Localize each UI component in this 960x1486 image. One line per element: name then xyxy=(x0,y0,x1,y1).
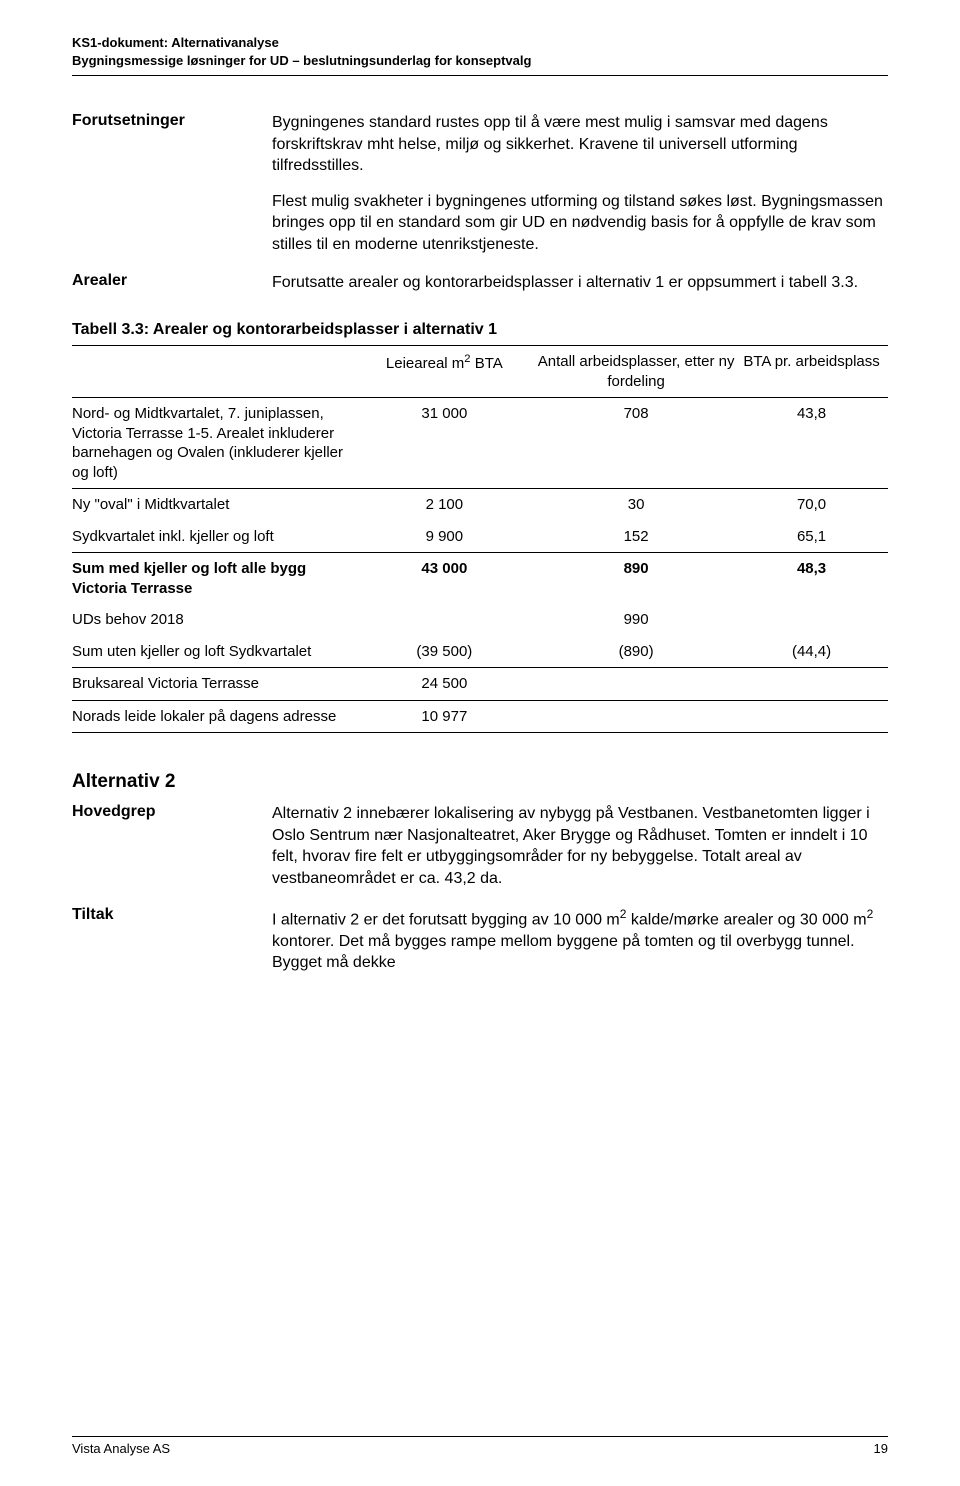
r2-v3: 70,0 xyxy=(741,489,888,521)
hovedgrep-term: Hovedgrep xyxy=(72,803,272,889)
r1-v3: 43,8 xyxy=(741,398,888,489)
forutsetninger-p2: Flest mulig svakheter i bygningenes utfo… xyxy=(272,191,888,256)
header-line-2: Bygningsmessige løsninger for UD – beslu… xyxy=(72,52,888,70)
header-line-1: KS1-dokument: Alternativanalyse xyxy=(72,34,888,52)
r6-label: Sum uten kjeller og loft Sydkvartalet xyxy=(72,636,358,668)
table-row: Bruksareal Victoria Terrasse 24 500 xyxy=(72,668,888,701)
tiltak-post: kontorer. Det må bygges rampe mellom byg… xyxy=(272,933,855,972)
r3-label: Sydkvartalet inkl. kjeller og loft xyxy=(72,521,358,553)
r8-v2 xyxy=(537,700,741,733)
r7-v1: 24 500 xyxy=(358,668,538,701)
header-col0 xyxy=(72,346,358,398)
r2-v2: 30 xyxy=(537,489,741,521)
header-col3: BTA pr. arbeidsplass xyxy=(741,346,888,398)
r6-v1: (39 500) xyxy=(358,636,538,668)
r5-label: UDs behov 2018 xyxy=(72,604,358,636)
arealer-term: Arealer xyxy=(72,272,272,294)
r4-v3: 48,3 xyxy=(741,553,888,605)
tiltak-pre: I alternativ 2 er det forutsatt bygging … xyxy=(272,911,620,928)
page-footer: Vista Analyse AS 19 xyxy=(72,1436,888,1456)
table-header-row: Leieareal m2 BTA Antall arbeidsplasser, … xyxy=(72,346,888,398)
tiltak-p: I alternativ 2 er det forutsatt bygging … xyxy=(272,906,888,974)
forutsetninger-body: Bygningenes standard rustes opp til å væ… xyxy=(272,112,888,256)
hovedgrep-body: Alternativ 2 innebærer lokalisering av n… xyxy=(272,803,888,889)
tiltak-block: Tiltak I alternativ 2 er det forutsatt b… xyxy=(72,906,888,974)
r4-label: Sum med kjeller og loft alle bygg Victor… xyxy=(72,553,358,605)
table-row: Nord- og Midtkvartalet, 7. juniplassen, … xyxy=(72,398,888,489)
r2-label: Ny "oval" i Midtkvartalet xyxy=(72,489,358,521)
r4-v2: 890 xyxy=(537,553,741,605)
footer-left: Vista Analyse AS xyxy=(72,1441,170,1456)
r7-label: Bruksareal Victoria Terrasse xyxy=(72,668,358,701)
table-caption: Tabell 3.3: Arealer og kontorarbeidsplas… xyxy=(72,321,888,339)
r1-v2: 708 xyxy=(537,398,741,489)
alternativ-2-title: Alternativ 2 xyxy=(72,771,888,793)
tiltak-mid: kalde/mørke arealer og 30 000 m xyxy=(626,911,866,928)
forutsetninger-block: Forutsetninger Bygningenes standard rust… xyxy=(72,112,888,256)
r8-v1: 10 977 xyxy=(358,700,538,733)
r3-v3: 65,1 xyxy=(741,521,888,553)
table-row: Sydkvartalet inkl. kjeller og loft 9 900… xyxy=(72,521,888,553)
r8-label: Norads leide lokaler på dagens adresse xyxy=(72,700,358,733)
h-c1-post: BTA xyxy=(471,355,503,372)
footer-right: 19 xyxy=(874,1441,888,1456)
r5-v1 xyxy=(358,604,538,636)
header-col1: Leieareal m2 BTA xyxy=(358,346,538,398)
r3-v2: 152 xyxy=(537,521,741,553)
forutsetninger-p1: Bygningenes standard rustes opp til å væ… xyxy=(272,112,888,177)
h-c1-pre: Leieareal m xyxy=(386,355,464,372)
r6-v3: (44,4) xyxy=(741,636,888,668)
r2-v1: 2 100 xyxy=(358,489,538,521)
tiltak-term: Tiltak xyxy=(72,906,272,974)
hovedgrep-p: Alternativ 2 innebærer lokalisering av n… xyxy=(272,803,888,889)
hovedgrep-block: Hovedgrep Alternativ 2 innebærer lokalis… xyxy=(72,803,888,889)
forutsetninger-term: Forutsetninger xyxy=(72,112,272,256)
r5-v3 xyxy=(741,604,888,636)
page: KS1-dokument: Alternativanalyse Bygnings… xyxy=(0,0,960,1486)
areal-table: Leieareal m2 BTA Antall arbeidsplasser, … xyxy=(72,345,888,733)
table-row: Sum uten kjeller og loft Sydkvartalet (3… xyxy=(72,636,888,668)
r4-v1: 43 000 xyxy=(358,553,538,605)
table-row: Sum med kjeller og loft alle bygg Victor… xyxy=(72,553,888,605)
r1-v1: 31 000 xyxy=(358,398,538,489)
table-row: UDs behov 2018 990 xyxy=(72,604,888,636)
r7-v3 xyxy=(741,668,888,701)
r6-v2: (890) xyxy=(537,636,741,668)
header-col2: Antall arbeidsplasser, etter ny fordelin… xyxy=(537,346,741,398)
arealer-body: Forutsatte arealer og kontorarbeidsplass… xyxy=(272,272,888,294)
r3-v1: 9 900 xyxy=(358,521,538,553)
tiltak-body: I alternativ 2 er det forutsatt bygging … xyxy=(272,906,888,974)
document-header: KS1-dokument: Alternativanalyse Bygnings… xyxy=(72,34,888,76)
arealer-block: Arealer Forutsatte arealer og kontorarbe… xyxy=(72,272,888,294)
arealer-p1: Forutsatte arealer og kontorarbeidsplass… xyxy=(272,272,888,294)
r1-label: Nord- og Midtkvartalet, 7. juniplassen, … xyxy=(72,398,358,489)
table-row: Norads leide lokaler på dagens adresse 1… xyxy=(72,700,888,733)
r8-v3 xyxy=(741,700,888,733)
table-row: Ny "oval" i Midtkvartalet 2 100 30 70,0 xyxy=(72,489,888,521)
r7-v2 xyxy=(537,668,741,701)
r5-v2: 990 xyxy=(537,604,741,636)
tiltak-sup2: 2 xyxy=(867,907,874,921)
